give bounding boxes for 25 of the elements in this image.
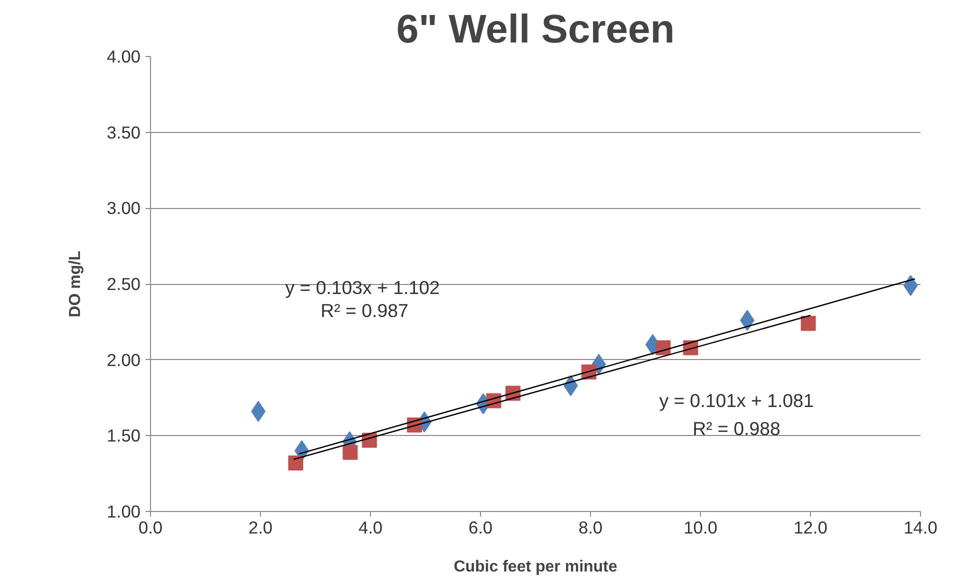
- x-tick-label: 2.0: [248, 518, 273, 538]
- annotation: R² = 0.987: [320, 300, 408, 321]
- point: [800, 316, 816, 331]
- chart-title: 6" Well Screen: [396, 8, 675, 52]
- y-tick-label: 3.50: [106, 122, 141, 142]
- y-tick-label: 1.00: [106, 502, 141, 522]
- x-tick-label: 12.0: [794, 518, 828, 538]
- x-tick-label: 6.0: [468, 518, 493, 538]
- y-tick-label: 2.50: [106, 274, 141, 294]
- point: [656, 340, 671, 356]
- y-tick-label: 2.00: [106, 350, 141, 370]
- annotation: R² = 0.988: [692, 418, 780, 439]
- point: [288, 455, 304, 470]
- y-tick-label: 3.00: [106, 198, 141, 218]
- y-axis-title: DO mg/L: [66, 250, 84, 318]
- x-axis-title: Cubic feet per minute: [454, 558, 618, 576]
- y-tick-label: 4.00: [106, 46, 141, 66]
- y-tick-label: 1.50: [106, 426, 141, 446]
- x-tick-label: 0.0: [138, 518, 163, 538]
- x-tick-label: 14.0: [904, 518, 938, 538]
- point: [342, 444, 358, 460]
- x-tick-label: 4.0: [358, 518, 383, 538]
- x-tick-label: 10.0: [684, 518, 718, 538]
- x-tick-label: 8.0: [578, 518, 603, 538]
- annotation: y = 0.101x + 1.081: [659, 390, 814, 411]
